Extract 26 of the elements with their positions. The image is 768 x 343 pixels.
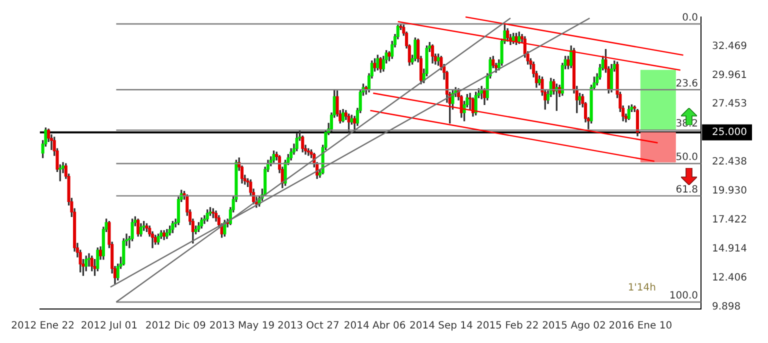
y-tick-label: 29.961 (712, 70, 748, 81)
x-tick-label: 2014 Sep 14 (409, 320, 473, 332)
x-tick-label: 2015 Ago 02 (542, 320, 606, 332)
annotation: 61.8 (676, 184, 698, 196)
x-tick-label: 2013 May 19 (209, 320, 275, 332)
x-tick-label: 2013 Oct 27 (277, 320, 340, 332)
y-tick-label: 12.406 (712, 272, 748, 284)
y-tick-label: 32.469 (712, 40, 748, 52)
x-tick-label: 2012 Dic 09 (145, 320, 206, 332)
y-tick-label: 14.914 (712, 243, 748, 254)
y-tick-label: 25.000 (712, 127, 748, 138)
y-tick-label: 17.422 (712, 214, 748, 226)
y-tick-label: 27.453 (712, 98, 748, 110)
x-tick-label: 2012 Jul 01 (80, 320, 138, 332)
annotation: 50.0 (676, 152, 698, 164)
annotation: 23.6 (676, 78, 698, 90)
x-tick-label: 2012 Ene 22 (11, 320, 74, 332)
x-tick-label: 2015 Feb 22 (476, 320, 539, 332)
y-tick-label: 9.898 (712, 301, 741, 312)
x-tick-label: 2016 Ene 10 (608, 320, 672, 332)
x-tick-label: 2014 Abr 06 (344, 320, 406, 332)
y-tick-label: 19.930 (712, 186, 748, 197)
annotation: 100.0 (669, 290, 698, 302)
annotation: 1'14h (628, 282, 656, 294)
y-tick-label: 22.438 (712, 156, 748, 168)
annotation: 0.0 (682, 12, 698, 24)
